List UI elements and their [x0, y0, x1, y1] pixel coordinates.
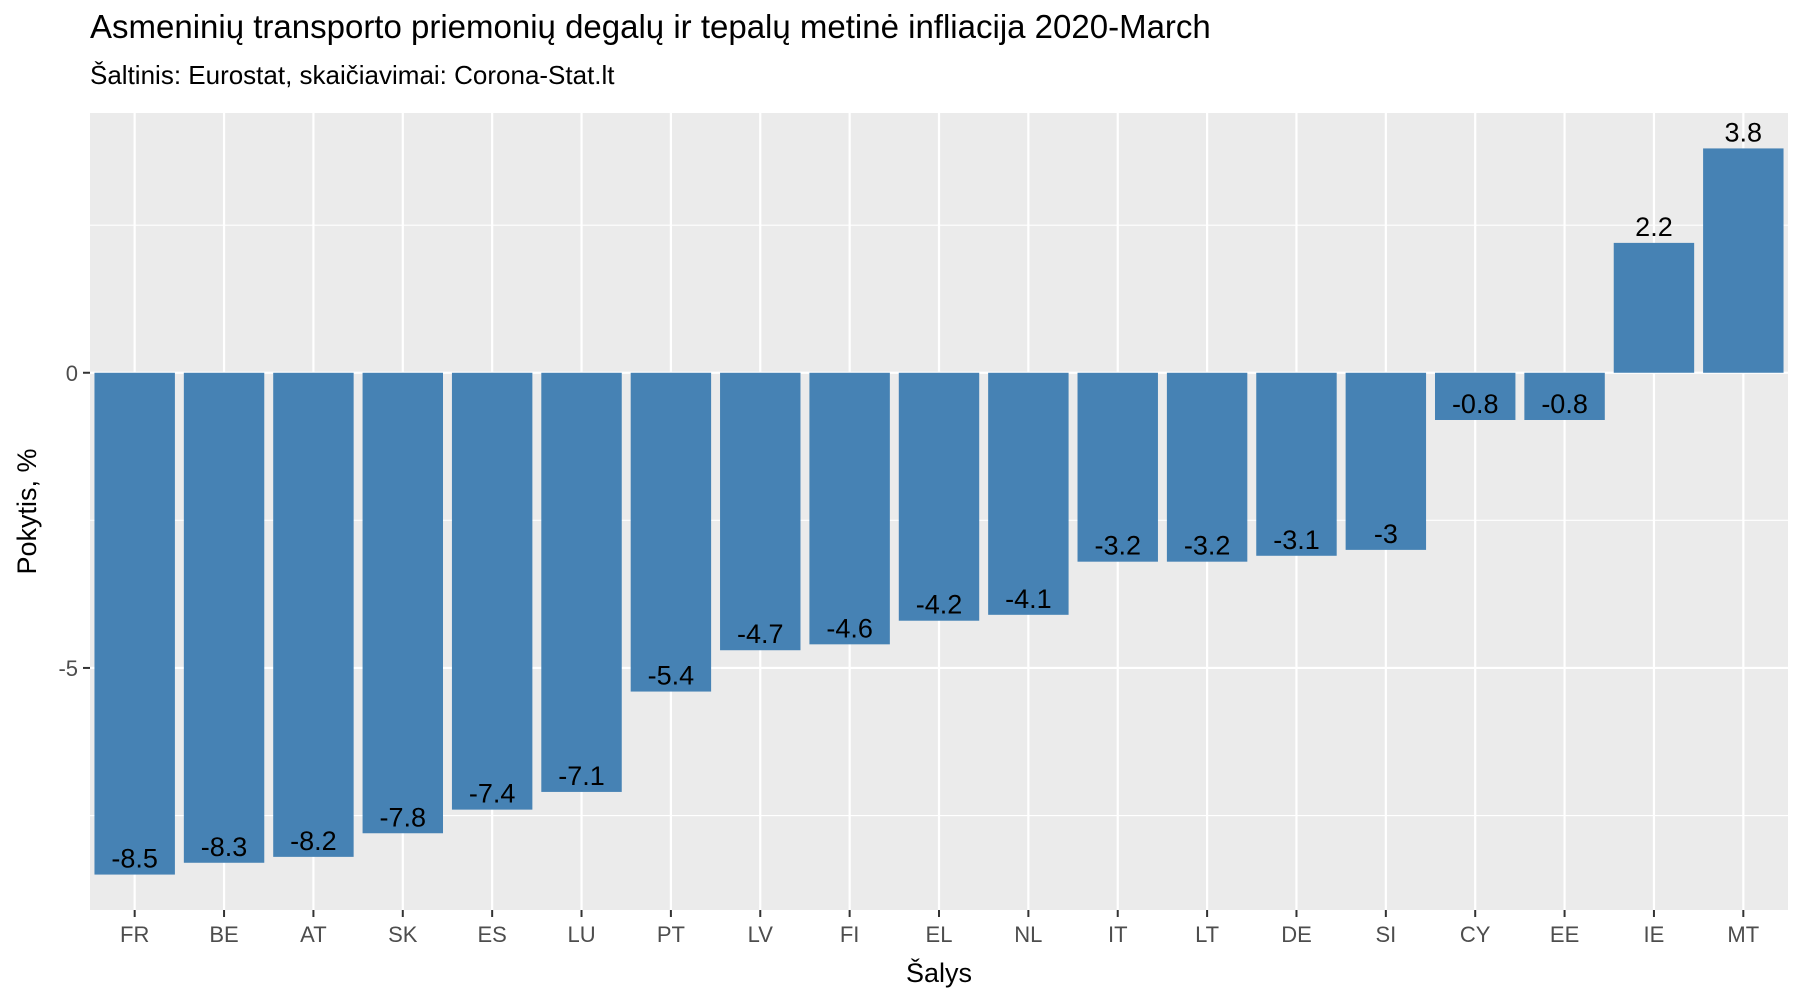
value-label-ee: -0.8 [1541, 389, 1588, 419]
x-tick-label: AT [300, 922, 326, 947]
x-tick-label: LT [1195, 922, 1219, 947]
bar-fr [94, 372, 175, 875]
y-axis-title: Pokytis, % [12, 448, 42, 574]
bars [94, 148, 1784, 875]
value-label-el: -4.2 [916, 590, 963, 620]
bar-sk [362, 372, 444, 834]
bar-ee [1524, 372, 1605, 420]
x-tick-label: PT [657, 922, 685, 947]
bar-de [1256, 372, 1337, 556]
bar-at [273, 372, 354, 857]
x-axis: FR BE AT SK ES LU PT LV FI EL NL IT LT DE SI CY EE IE MT [120, 910, 1759, 947]
x-tick-label: NL [1014, 922, 1042, 947]
bar-lt [1166, 372, 1248, 562]
bar-it [1077, 372, 1158, 562]
bar-lu [541, 372, 622, 792]
x-tick-label: FR [120, 922, 149, 947]
value-label-be: -8.3 [201, 832, 248, 862]
chart-title: Asmeninių transporto priemonių degalų ir… [90, 8, 1211, 45]
value-label-fr: -8.5 [111, 844, 158, 874]
x-tick-label: MT [1727, 922, 1759, 947]
value-label-mt: 3.8 [1725, 117, 1763, 147]
x-tick-label: LU [567, 922, 595, 947]
bar-cy [1434, 372, 1516, 420]
value-label-es: -7.4 [469, 779, 516, 809]
x-tick-label: SK [388, 922, 418, 947]
value-label-lv: -4.7 [737, 619, 784, 649]
y-axis: 0 -5 [58, 361, 90, 681]
x-tick-label: CY [1460, 922, 1491, 947]
y-tick-label: 0 [66, 361, 78, 386]
value-label-sk: -7.8 [380, 802, 427, 832]
bar-fi [809, 372, 890, 645]
x-tick-label: SI [1375, 922, 1396, 947]
x-tick-label: LV [748, 922, 774, 947]
x-tick-label: ES [477, 922, 506, 947]
bar-be [183, 372, 265, 863]
value-label-fi: -4.6 [826, 613, 873, 643]
value-label-cy: -0.8 [1452, 389, 1499, 419]
value-label-nl: -4.1 [1005, 584, 1052, 614]
chart-subtitle: Šaltinis: Eurostat, skaičiavimai: Corona… [90, 60, 615, 90]
x-tick-label: EE [1550, 922, 1579, 947]
x-tick-label: IT [1108, 922, 1128, 947]
value-label-pt: -5.4 [648, 661, 695, 691]
bar-pt [630, 372, 712, 692]
bar-mt [1703, 148, 1784, 373]
value-label-si: -3 [1374, 519, 1398, 549]
value-label-lt: -3.2 [1184, 531, 1231, 561]
value-label-de: -3.1 [1273, 525, 1320, 555]
bar-el [898, 372, 980, 621]
x-tick-label: EL [926, 922, 953, 947]
value-label-lu: -7.1 [558, 761, 605, 791]
value-label-it: -3.2 [1094, 531, 1141, 561]
value-label-ie: 2.2 [1635, 212, 1673, 242]
y-tick-label: -5 [58, 656, 78, 681]
bar-ie [1613, 242, 1695, 373]
value-label-at: -8.2 [290, 826, 337, 856]
bar-nl [988, 372, 1069, 615]
x-tick-label: BE [209, 922, 238, 947]
bar-es [451, 372, 533, 810]
bar-lv [720, 372, 801, 651]
x-axis-title: Šalys [906, 957, 972, 988]
x-tick-label: IE [1644, 922, 1665, 947]
x-tick-label: FI [840, 922, 860, 947]
bar-si [1345, 372, 1427, 550]
value-labels: -8.5 -8.3 -8.2 -7.8 -7.4 -7.1 -5.4 -4.7 -4.6 -4.2… [111, 117, 1762, 873]
x-tick-label: DE [1281, 922, 1312, 947]
